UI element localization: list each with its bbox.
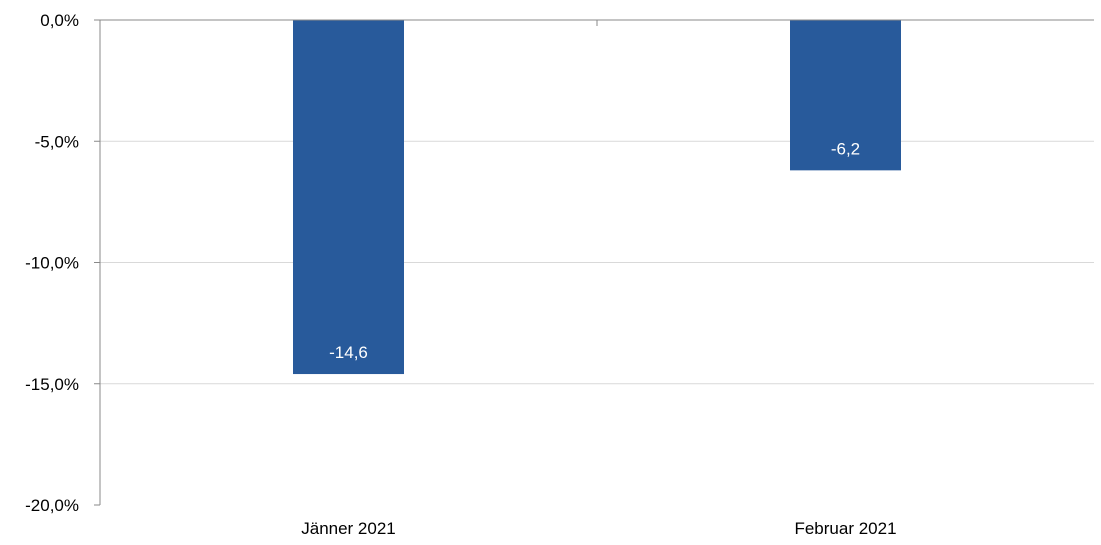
axes (94, 19, 1094, 506)
bar-1 (293, 20, 404, 375)
x-category-label: Jänner 2021 (301, 519, 396, 538)
y-tick-label: -20,0% (25, 496, 79, 515)
bars (293, 20, 901, 375)
y-tick-label: -5,0% (35, 132, 79, 151)
gridlines (100, 140, 1094, 385)
labels: 0,0% -5,0% -10,0% -15,0% -20,0% -14,6 Jänner 2… (25, 11, 896, 538)
y-tick-label: 0,0% (40, 11, 79, 30)
x-category-label: Februar 2021 (794, 519, 896, 538)
bar-2 (790, 20, 901, 171)
data-label: -6,2 (831, 139, 860, 158)
data-label: -14,6 (329, 343, 368, 362)
y-tick-label: -15,0% (25, 375, 79, 394)
y-tick-label: -10,0% (25, 254, 79, 273)
